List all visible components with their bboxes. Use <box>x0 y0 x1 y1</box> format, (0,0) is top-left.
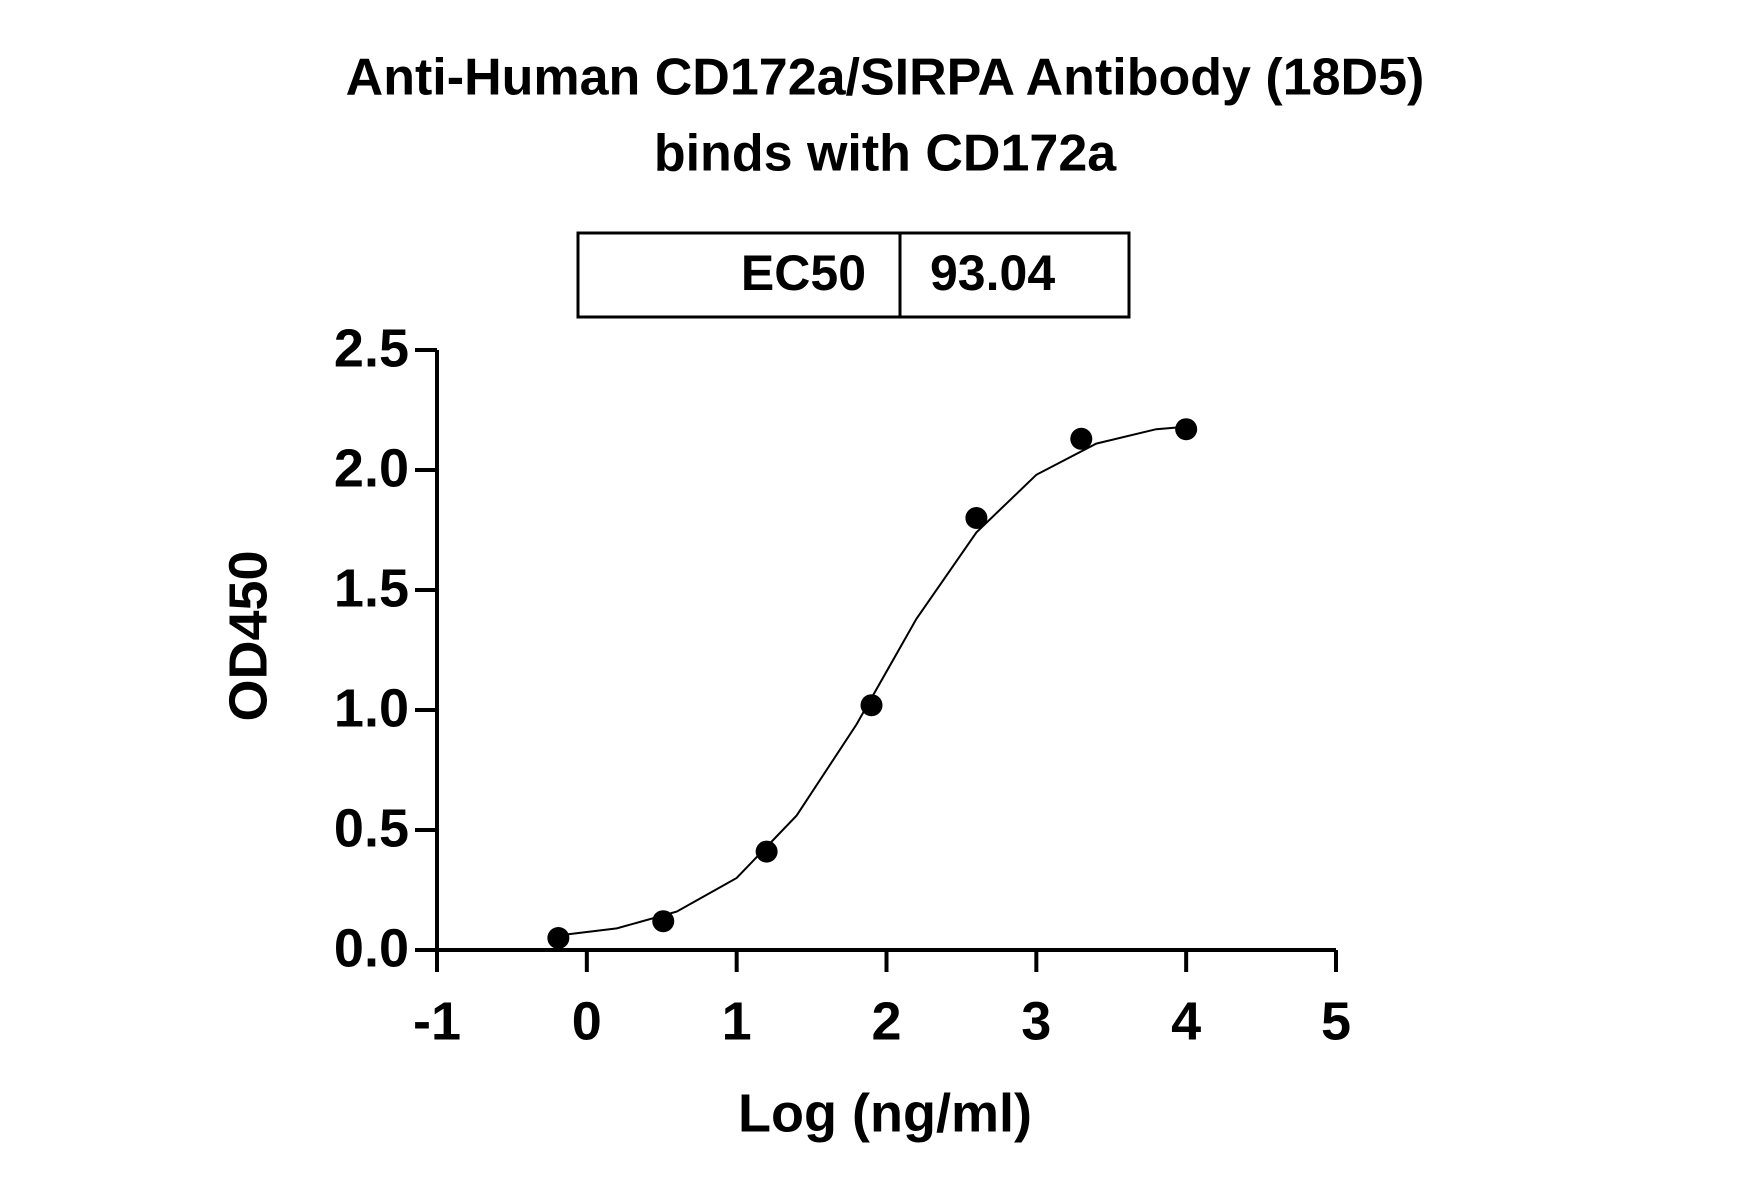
x-tick-label: 4 <box>1171 991 1201 1051</box>
y-axis-title: OD450 <box>218 550 278 721</box>
y-tick-label: 1.0 <box>334 678 409 738</box>
chart-subtitle: binds with CD172a <box>654 125 1117 183</box>
fit-curve <box>556 425 1187 937</box>
x-tick-label: 3 <box>1021 991 1051 1051</box>
y-tick-label: 1.5 <box>334 558 409 618</box>
x-axis-title: Log (ng/ml) <box>738 1083 1032 1143</box>
ec50-value: 93.04 <box>930 245 1055 301</box>
data-point <box>1175 418 1198 441</box>
data-point <box>652 910 675 933</box>
y-tick-label: 2.5 <box>334 318 409 378</box>
chart-title: Anti-Human CD172a/SIRPA Antibody (18D5) <box>346 49 1425 107</box>
x-tick-label: 1 <box>722 991 752 1051</box>
data-point <box>755 840 778 863</box>
data-point <box>547 927 570 949</box>
data-point <box>965 507 988 529</box>
x-tick-label: 5 <box>1321 991 1351 1051</box>
x-tick-label: -1 <box>413 991 461 1051</box>
ec50-label: EC50 <box>741 245 866 301</box>
data-point <box>860 694 883 717</box>
x-tick-label: 0 <box>572 991 602 1051</box>
y-tick-label: 0.5 <box>334 798 409 858</box>
y-tick-label: 2.0 <box>334 438 409 498</box>
y-tick-label: 0.0 <box>334 918 409 978</box>
data-point <box>1070 427 1093 450</box>
ec50-box <box>576 231 1131 319</box>
x-tick-label: 2 <box>871 991 901 1051</box>
